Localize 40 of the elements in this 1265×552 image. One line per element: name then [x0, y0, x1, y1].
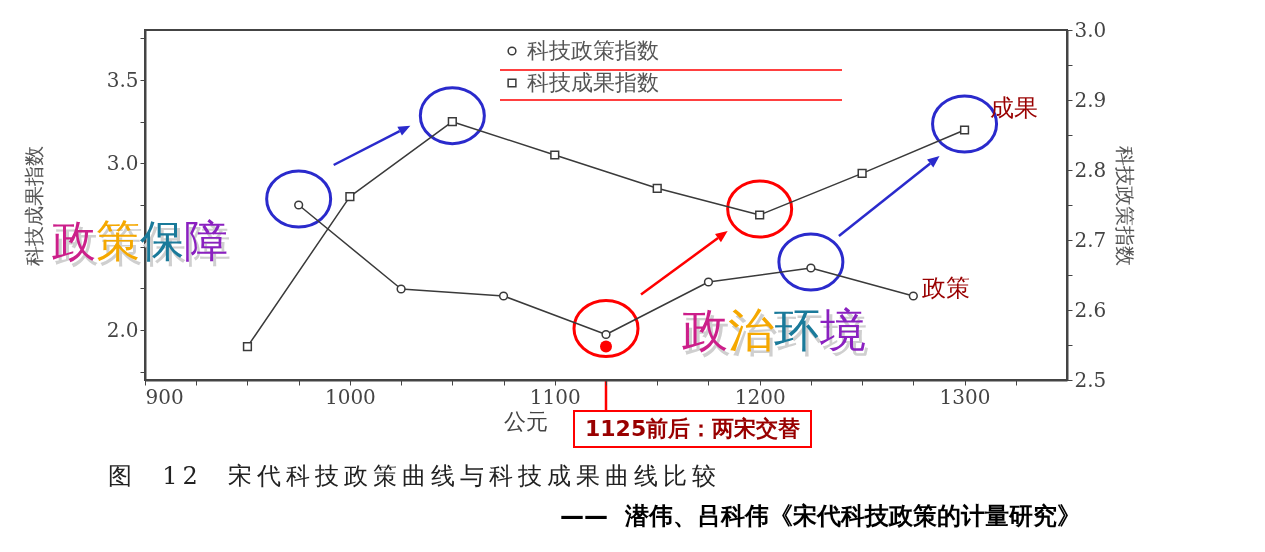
y-tick-label: 2.0	[106, 317, 139, 342]
caption: 图 12 宋代科技政策曲线与科技成果曲线比较	[108, 461, 722, 492]
legend-label: 科技政策指数	[527, 38, 659, 63]
annotation: 政策	[922, 273, 970, 304]
point	[703, 277, 714, 287]
point	[345, 192, 355, 202]
x-tick-label: 1300	[939, 384, 991, 409]
y-tick-label: 3.5	[106, 67, 139, 92]
annotation: 政治环境	[682, 303, 866, 357]
point	[550, 150, 560, 160]
point	[755, 210, 765, 220]
x-tick-label: 1200	[734, 384, 786, 409]
point	[959, 125, 970, 135]
point	[857, 168, 867, 178]
point	[498, 291, 509, 301]
x-tick-label: 900	[145, 384, 184, 409]
y2-tick-label: 2.6	[1074, 297, 1107, 322]
text: 1125前后：两宋交替	[573, 410, 813, 448]
x-tick-label: 1000	[324, 384, 376, 409]
x-axis-title: 公元	[503, 408, 548, 434]
y-tick-label: 3.0	[106, 150, 139, 175]
y2-tick-label: 2.7	[1074, 227, 1107, 252]
point	[242, 342, 253, 352]
point	[396, 284, 406, 294]
point	[447, 117, 457, 127]
y2-tick-label: 2.8	[1074, 157, 1107, 182]
point	[601, 329, 611, 340]
legend-label: 科技成果指数	[527, 70, 659, 95]
point	[294, 200, 304, 210]
x-tick-label: 1100	[529, 384, 581, 409]
text: —— 潜伟、吕科伟《宋代科技政策的计量研究》	[560, 501, 1081, 532]
y2-tick-label: 3.0	[1074, 17, 1107, 42]
y2-tick-label: 2.9	[1074, 87, 1107, 112]
y2-axis-title: 科技政策指数	[1113, 145, 1138, 266]
point	[652, 183, 662, 193]
point	[908, 291, 918, 301]
y-axis-title: 科技成果指数	[21, 145, 46, 266]
point	[806, 263, 816, 273]
annotation: 成果	[990, 93, 1038, 124]
y2-tick-label: 2.5	[1074, 367, 1107, 392]
